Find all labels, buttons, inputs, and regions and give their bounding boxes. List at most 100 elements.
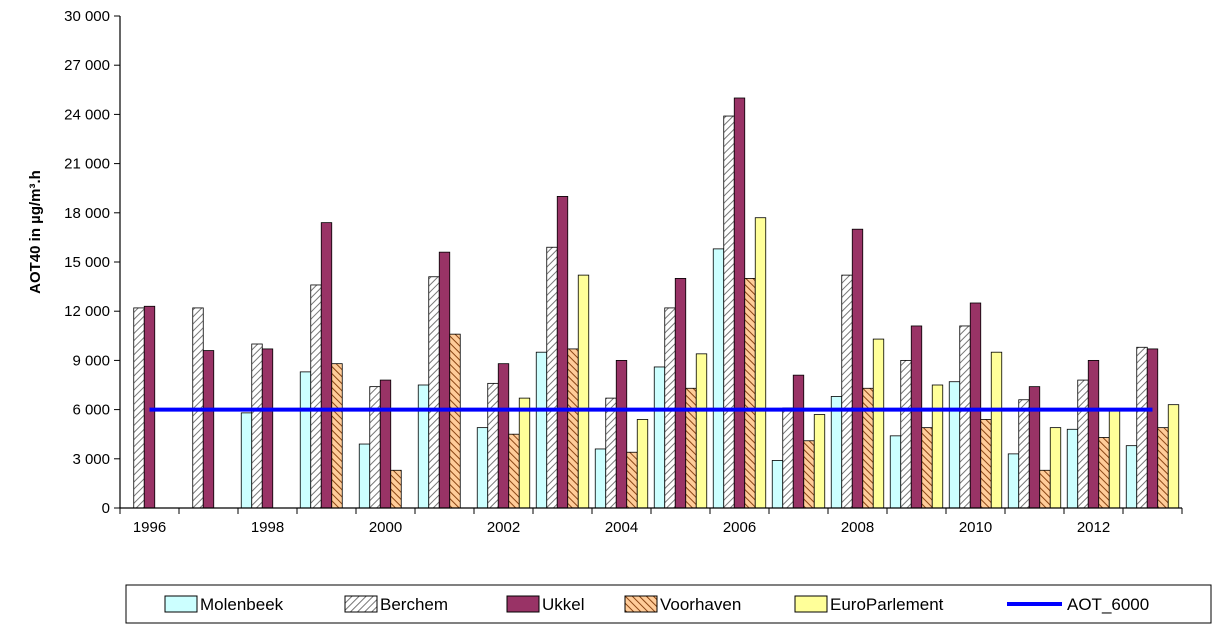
bar-ukkel-1996 — [143, 305, 156, 509]
axes — [119, 16, 1182, 509]
bar-europarlement-2005 — [695, 353, 708, 509]
x-tick-label: 1996 — [133, 519, 166, 536]
legend-label-molenbeek: Molenbeek — [200, 595, 284, 614]
bar-molenbeek-2011 — [1007, 453, 1020, 509]
bar-berchem-2002 — [487, 382, 499, 509]
bar-ukkel-1999 — [320, 222, 333, 509]
bar-ukkel-2005 — [674, 277, 687, 509]
legend-label-voorhaven: Voorhaven — [660, 595, 741, 614]
y-tick-label: 30 000 — [64, 8, 110, 25]
legend-swatch-berchem — [344, 595, 378, 613]
bar-berchem-2013 — [1136, 346, 1148, 509]
bar-ukkel-2011 — [1028, 386, 1041, 509]
bar-voorhaven-2002 — [508, 433, 520, 509]
bars — [133, 97, 1180, 509]
bar-molenbeek-2006 — [712, 248, 725, 509]
bar-ukkel-2008 — [851, 228, 864, 509]
bar-voorhaven-2010 — [980, 419, 992, 509]
bar-europarlement-2006 — [754, 217, 767, 509]
bar-molenbeek-1999 — [299, 371, 312, 509]
bar-berchem-2000 — [369, 386, 381, 509]
bar-ukkel-2012 — [1087, 359, 1100, 509]
bar-molenbeek-2003 — [535, 351, 548, 509]
bar-ukkel-1998 — [261, 348, 274, 509]
x-tick-label: 2006 — [723, 519, 756, 536]
bar-molenbeek-2009 — [889, 435, 902, 509]
x-tick-label: 1998 — [251, 519, 284, 536]
bar-berchem-2001 — [428, 276, 440, 509]
x-tick-label: 2004 — [605, 519, 638, 536]
bar-europarlement-2011 — [1049, 427, 1062, 509]
bar-berchem-2007 — [782, 407, 794, 509]
y-tick-label: 21 000 — [64, 156, 110, 173]
bar-molenbeek-2000 — [358, 443, 371, 509]
bar-ukkel-2010 — [969, 302, 982, 509]
bar-europarlement-2004 — [636, 419, 649, 509]
bar-voorhaven-2009 — [921, 427, 933, 509]
legend-label-aot_6000: AOT_6000 — [1067, 595, 1149, 614]
bar-ukkel-2007 — [792, 374, 805, 509]
bar-ukkel-2000 — [379, 379, 392, 509]
bar-voorhaven-2008 — [862, 387, 874, 509]
bar-europarlement-2008 — [872, 338, 885, 509]
bar-molenbeek-2007 — [771, 460, 784, 509]
bar-molenbeek-2001 — [417, 384, 430, 509]
y-tick-label: 27 000 — [64, 57, 110, 74]
bar-europarlement-2003 — [577, 274, 590, 509]
bar-molenbeek-2002 — [476, 427, 489, 509]
bar-voorhaven-2013 — [1157, 427, 1169, 509]
bar-berchem-2010 — [959, 325, 971, 509]
y-tick-label: 15 000 — [64, 254, 110, 271]
y-axis-label: AOT40 in µg/m³.h — [27, 170, 44, 294]
bar-voorhaven-2004 — [626, 451, 638, 509]
bar-voorhaven-2000 — [390, 469, 402, 509]
x-tick-label: 2002 — [487, 519, 520, 536]
bar-ukkel-2002 — [497, 363, 510, 509]
bar-molenbeek-2005 — [653, 366, 666, 509]
bar-ukkel-1997 — [202, 350, 215, 509]
bar-voorhaven-2007 — [803, 440, 815, 509]
bar-molenbeek-2012 — [1066, 428, 1079, 509]
bar-berchem-1998 — [251, 343, 263, 509]
bar-ukkel-2001 — [438, 251, 451, 509]
legend-label-ukkel: Ukkel — [542, 595, 585, 614]
bar-berchem-2006 — [723, 115, 735, 509]
bar-europarlement-2002 — [518, 397, 531, 509]
x-tick-label: 2010 — [959, 519, 992, 536]
bar-molenbeek-1998 — [240, 412, 253, 509]
x-tick-label: 2012 — [1077, 519, 1110, 536]
bar-voorhaven-2012 — [1098, 437, 1110, 509]
legend: Molenbeek Berchem Ukkel Voorhaven EuroParlem… — [125, 584, 1212, 624]
legend-swatch-molenbeek — [164, 595, 198, 613]
bar-voorhaven-2011 — [1039, 469, 1051, 509]
bar-berchem-2011 — [1018, 399, 1030, 509]
bar-molenbeek-2010 — [948, 381, 961, 509]
bar-molenbeek-2008 — [830, 396, 843, 509]
bar-molenbeek-2013 — [1125, 445, 1138, 509]
bar-molenbeek-2004 — [594, 448, 607, 509]
bar-voorhaven-2003 — [567, 348, 579, 509]
bar-berchem-2003 — [546, 246, 558, 509]
bar-voorhaven-1999 — [331, 363, 343, 509]
bar-berchem-2012 — [1077, 379, 1089, 509]
x-tick-label: 2008 — [841, 519, 874, 536]
bar-ukkel-2013 — [1146, 348, 1159, 509]
y-tick-label: 0 — [102, 500, 110, 517]
x-tick-label: 2000 — [369, 519, 402, 536]
bar-europarlement-2009 — [931, 384, 944, 509]
y-axis-ticks: 0 3 000 6 000 9 000 12 000 15 000 18 000 21 000… — [64, 8, 120, 517]
bar-europarlement-2012 — [1108, 409, 1121, 509]
y-tick-label: 3 000 — [72, 451, 110, 468]
y-tick-label: 18 000 — [64, 205, 110, 222]
bar-berchem-1996 — [133, 307, 145, 509]
legend-label-europarlement: EuroParlement — [830, 595, 944, 614]
bar-voorhaven-2005 — [685, 387, 697, 509]
bar-voorhaven-2006 — [744, 277, 756, 509]
bar-berchem-1999 — [310, 284, 322, 509]
legend-swatch-ukkel — [506, 595, 540, 613]
legend-swatch-europarlement — [794, 595, 828, 613]
bar-berchem-2004 — [605, 397, 617, 509]
x-axis-ticks: 1996 1998 2000 2002 2004 2006 2008 2010 2012 — [119, 508, 1183, 536]
y-tick-label: 24 000 — [64, 106, 110, 123]
